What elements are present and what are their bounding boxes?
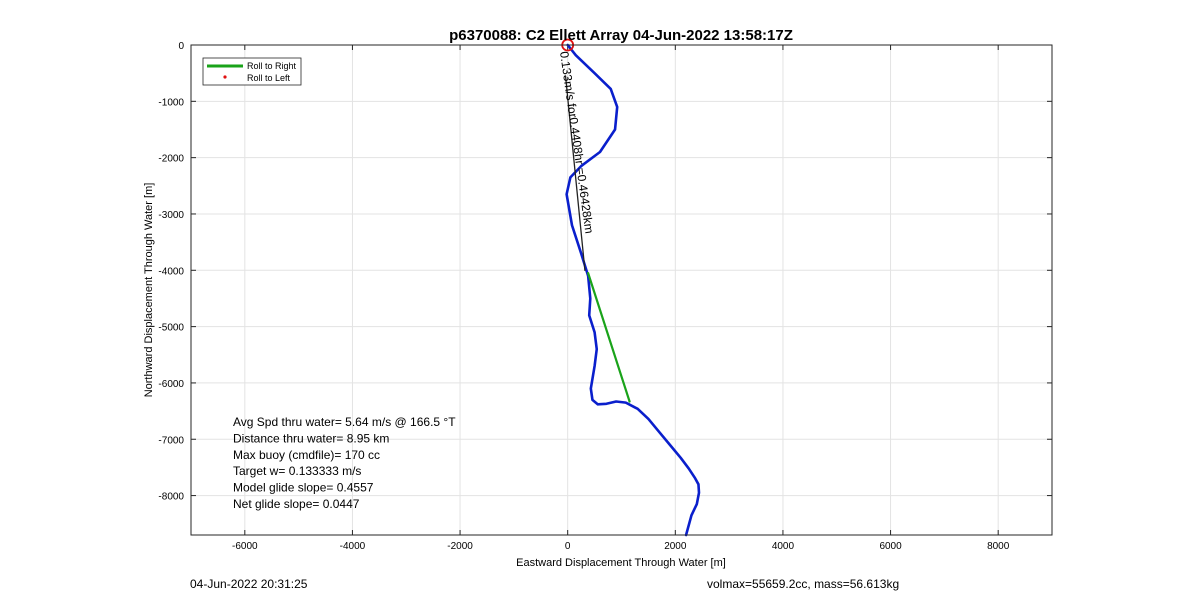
x-tick-label: 2000: [664, 541, 687, 552]
y-tick-label: -2000: [158, 154, 184, 165]
y-tick-label: -1000: [158, 97, 184, 108]
x-tick-label: 4000: [772, 541, 795, 552]
x-tick-label: 0: [565, 541, 571, 552]
y-axis-label: Northward Displacement Through Water [m]: [143, 183, 155, 398]
axis-ticks: -6000 -4000 -2000 0 2000 4000 6000 8000 0 -1000 -2…: [158, 41, 1052, 552]
plot-area: [191, 45, 1052, 535]
stats-block: Avg Spd thru water= 5.64 m/s @ 166.5 °T D…: [233, 415, 456, 511]
x-tick-label: 6000: [879, 541, 902, 552]
chart-title: p6370088: C2 Ellett Array 04-Jun-2022 13…: [449, 27, 793, 44]
x-tick-label: -2000: [447, 541, 473, 552]
y-tick-label: -7000: [158, 435, 184, 446]
y-tick-label: -3000: [158, 210, 184, 221]
y-tick-label: 0: [178, 41, 184, 52]
stats-line: Distance thru water= 8.95 km: [233, 431, 389, 445]
x-tick-label: 8000: [987, 541, 1010, 552]
y-tick-label: -5000: [158, 323, 184, 334]
stats-line: Net glide slope= 0.0447: [233, 497, 360, 511]
legend-label-roll-left: Roll to Left: [247, 73, 291, 83]
stats-line: Avg Spd thru water= 5.64 m/s @ 166.5 °T: [233, 415, 456, 429]
stats-line: Model glide slope= 0.4557: [233, 481, 374, 495]
stats-line: Max buoy (cmdfile)= 170 cc: [233, 448, 380, 462]
x-axis-label: Eastward Displacement Through Water [m]: [516, 557, 726, 569]
legend-swatch-roll-left: [223, 75, 227, 79]
series-line-2: [564, 75, 586, 271]
footer-timestamp: 04-Jun-2022 20:31:25: [190, 577, 308, 591]
legend: Roll to Right Roll to Left: [202, 57, 302, 86]
y-tick-label: -8000: [158, 492, 184, 503]
y-tick-label: -4000: [158, 266, 184, 277]
series-line-1: [587, 272, 631, 403]
y-tick-label: -6000: [158, 379, 184, 390]
x-tick-label: -6000: [232, 541, 258, 552]
legend-box: [202, 57, 302, 86]
footer-volmax-mass: volmax=55659.2cc, mass=56.613kg: [707, 577, 900, 591]
stats-line: Target w= 0.133333 m/s: [233, 464, 361, 478]
x-tick-label: -4000: [340, 541, 366, 552]
legend-label-roll-right: Roll to Right: [247, 61, 297, 71]
plot-frame: [190, 44, 1053, 536]
series-line-0: [565, 43, 701, 537]
